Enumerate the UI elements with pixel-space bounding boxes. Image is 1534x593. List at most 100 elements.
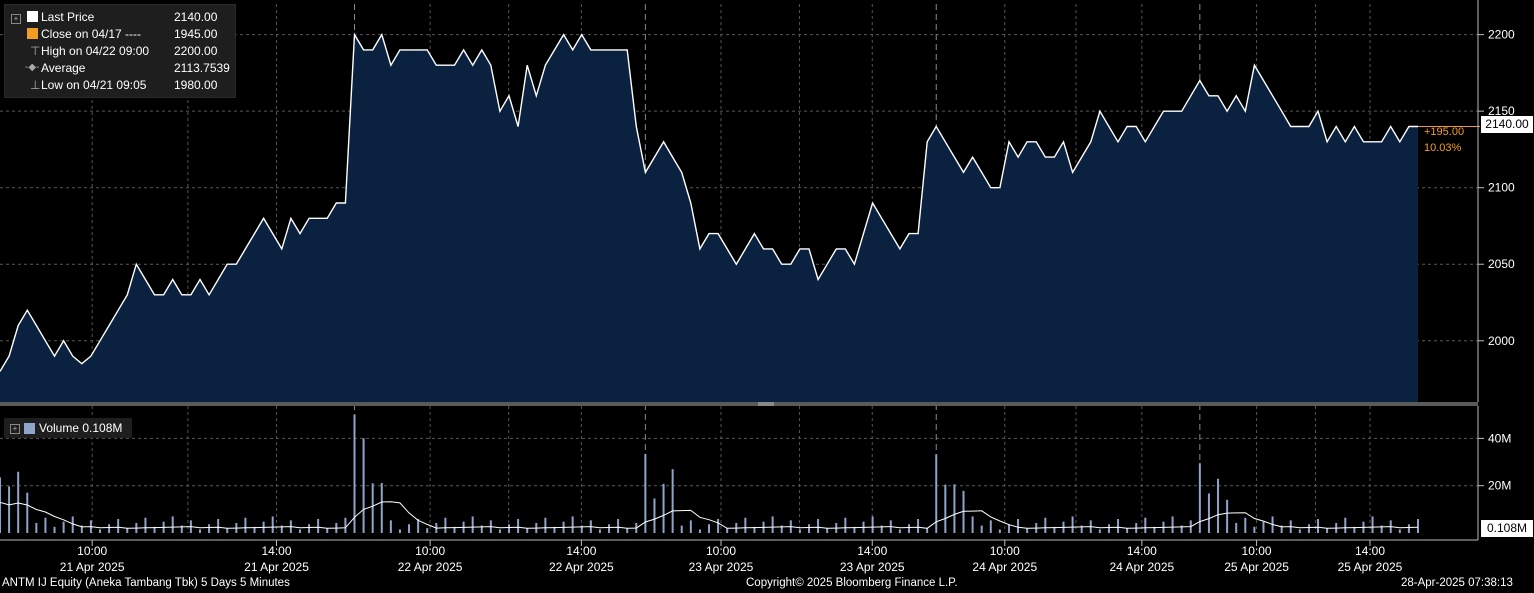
- volume-tick-label: 20M: [1488, 479, 1511, 493]
- volume-bar: [917, 519, 920, 533]
- volume-bar: [926, 528, 929, 533]
- volume-bar: [671, 469, 674, 533]
- volume-bar: [80, 525, 83, 533]
- volume-bar: [298, 529, 301, 533]
- volume-tick-label: 40M: [1488, 431, 1511, 445]
- volume-bar: [1153, 526, 1156, 533]
- volume-bar: [726, 528, 729, 533]
- volume-bar: [217, 519, 220, 533]
- volume-bar: [807, 524, 810, 533]
- volume-bar: [1053, 526, 1056, 533]
- volume-bar: [698, 529, 701, 533]
- time-tick-label: 14:00: [857, 544, 887, 558]
- volume-bar: [380, 482, 383, 533]
- volume-bar: [1353, 526, 1356, 533]
- volume-average-line: [0, 501, 1419, 529]
- volume-bar: [126, 528, 129, 533]
- volume-bar: [362, 438, 365, 533]
- volume-bar: [1226, 499, 1229, 533]
- volume-bar: [244, 517, 247, 533]
- volume-bar: [817, 519, 820, 533]
- volume-bar: [771, 516, 774, 533]
- orange-square-icon: [27, 28, 38, 39]
- volume-bar: [580, 525, 583, 533]
- volume-bar: [1407, 524, 1410, 533]
- volume-bar: [798, 529, 801, 533]
- price-legend: + Last Price 2140.00 Close on 04/17 ----…: [4, 4, 236, 98]
- volume-bar: [1171, 516, 1174, 533]
- time-tick-label: 14:00: [566, 544, 596, 558]
- volume-bar: [498, 529, 501, 533]
- volume-bar: [444, 517, 447, 533]
- axes: [0, 0, 1484, 546]
- volume-bar: [117, 519, 120, 533]
- volume-bar: [271, 516, 274, 533]
- volume-bar: [608, 524, 611, 533]
- volume-bar: [708, 524, 710, 533]
- date-tick-label: 23 Apr 2025: [689, 560, 754, 574]
- time-tick-label: 10:00: [77, 544, 107, 558]
- volume-bar: [780, 525, 783, 533]
- volume-bar: [1098, 529, 1101, 533]
- volume-bar: [1326, 528, 1329, 533]
- volume-bar: [453, 526, 456, 533]
- date-tick-label: 21 Apr 2025: [60, 560, 125, 574]
- volume-bar: [1317, 519, 1320, 533]
- volume-square-icon: [24, 423, 35, 435]
- date-tick-label: 21 Apr 2025: [244, 560, 309, 574]
- volume-bar: [1144, 517, 1147, 533]
- volume-bar: [744, 517, 747, 533]
- volume-bar: [417, 519, 420, 533]
- volume-bar: [880, 525, 883, 533]
- volume-bar: [998, 529, 1001, 533]
- volume-bar: [753, 526, 756, 533]
- volume-bar: [1117, 519, 1120, 533]
- volume-bar: [1126, 528, 1129, 533]
- volume-bar: [26, 492, 29, 533]
- volume-bar: [1380, 525, 1383, 533]
- volume-bar: [44, 517, 47, 533]
- footer-security: ANTM IJ Equity (Aneka Tambang Tbk) 5 Day…: [2, 577, 290, 589]
- volume-bar: [844, 517, 847, 533]
- plus-box-icon[interactable]: +: [10, 421, 24, 435]
- volume-bar: [17, 471, 20, 533]
- date-tick-label: 24 Apr 2025: [1109, 560, 1174, 574]
- volume-bar: [944, 484, 947, 533]
- volume-bar: [1262, 521, 1265, 533]
- volume-bar: [1217, 478, 1220, 533]
- volume-bar: [253, 526, 256, 533]
- volume-bar: [989, 520, 992, 533]
- date-tick-label: 23 Apr 2025: [840, 560, 905, 574]
- time-tick-label: 10:00: [415, 544, 445, 558]
- plus-box-icon[interactable]: +: [11, 10, 25, 26]
- last-price-tag: 2140.00: [1481, 116, 1533, 133]
- tick-labels: 2000 2050 2100 2150 2200 20M 40M 10:00 21 Apr 20…: [60, 28, 1515, 574]
- high-marker-icon: ⊤: [30, 44, 41, 58]
- volume-bar: [280, 525, 283, 533]
- time-tick-label: 10:00: [1242, 544, 1272, 558]
- footer-copyright: Copyright© 2025 Bloomberg Finance L.P.: [746, 577, 958, 589]
- volume-bar: [1080, 525, 1083, 533]
- volume-bar: [226, 528, 229, 533]
- volume-bar: [1417, 519, 1419, 533]
- volume-bar: [826, 528, 829, 533]
- volume-bar: [907, 524, 910, 533]
- volume-bar: [1398, 529, 1401, 533]
- average-marker-icon: -◆-: [25, 62, 40, 73]
- volume-bar: [471, 516, 474, 533]
- volume-bar: [317, 519, 320, 533]
- volume-bar: [553, 526, 556, 533]
- volume-bar: [1044, 517, 1047, 533]
- volume-bar: [144, 517, 147, 533]
- volume-bar: [1198, 463, 1201, 533]
- change-percent: 10.03%: [1424, 142, 1462, 154]
- volume-bar: [1235, 522, 1238, 533]
- volume-bar: [853, 526, 856, 533]
- volume-bar: [717, 519, 720, 533]
- volume-bar: [508, 524, 511, 533]
- time-tick-label: 10:00: [706, 544, 736, 558]
- volume-bar: [526, 528, 529, 533]
- price-tick-label: 2200: [1488, 28, 1515, 42]
- volume-legend: + Volume 0.108M: [4, 418, 132, 438]
